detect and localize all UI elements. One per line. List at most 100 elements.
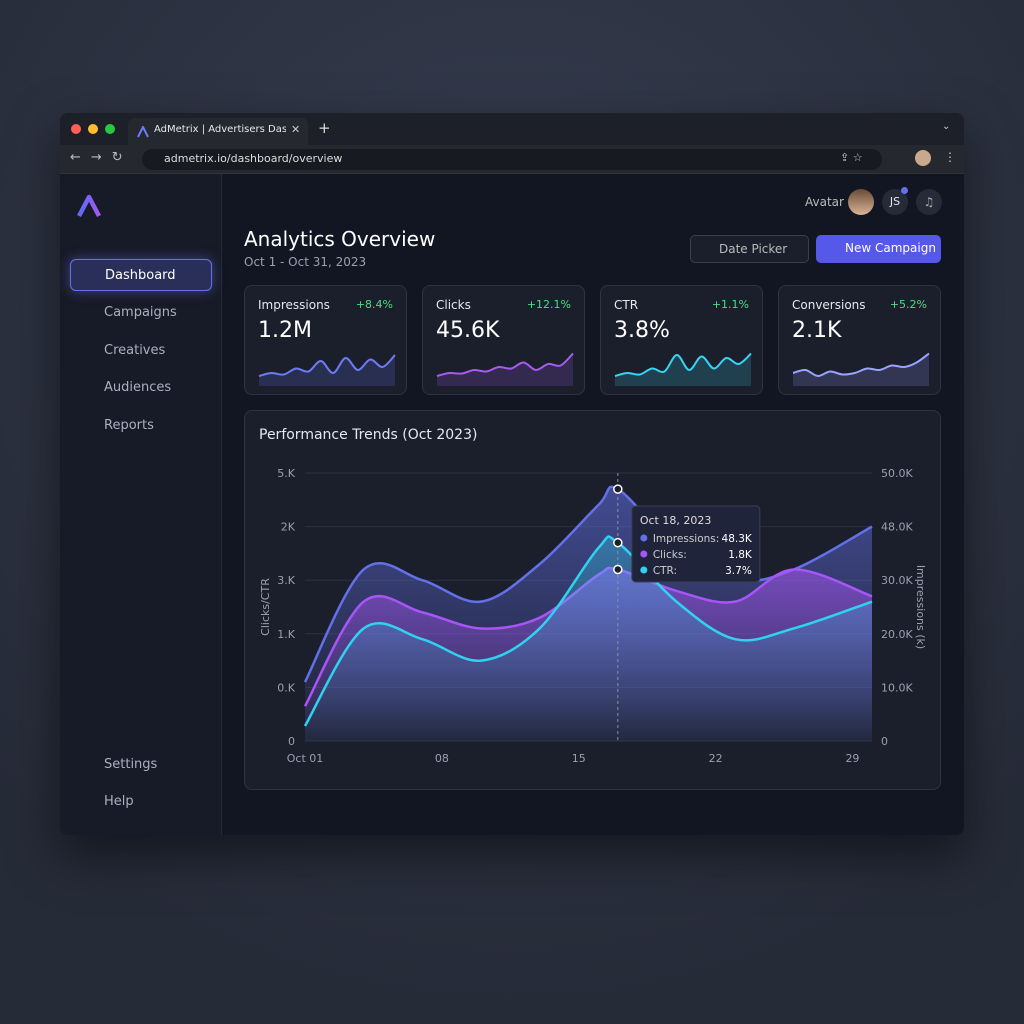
y-tick-label: 2K [281, 521, 296, 534]
hover-point [613, 537, 623, 548]
browser-window: AdMetrix | Advertisers Dashb ✕ + ⌄ ←→↻ a… [60, 113, 964, 835]
nav-item[interactable]: Campaigns [104, 305, 177, 320]
url: admetrix.io/dashboard/overview [164, 152, 343, 165]
toolbar-icons[interactable]: ⇪ ☆ [840, 151, 863, 164]
url-field[interactable]: admetrix.io/dashboard/overview [142, 149, 882, 170]
new-campaign-button[interactable]: New Campaign [816, 235, 941, 263]
x-tick-label: 08 [435, 752, 449, 765]
y2-axis-label: Impressions (k) [914, 565, 927, 649]
kpi-change: +12.1% [526, 298, 571, 311]
kpi-change: +1.1% [711, 298, 749, 311]
sparkline [258, 354, 396, 386]
y-axis-label: Clicks/CTR [259, 578, 272, 636]
kpi-change: +5.2% [889, 298, 927, 311]
x-tick-label: 15 [572, 752, 586, 765]
x-tick-label: 29 [845, 752, 859, 765]
tooltip-label: Impressions: [653, 533, 719, 545]
tab[interactable]: AdMetrix | Advertisers Dashb ✕ [128, 118, 308, 145]
tooltip-value: 48.3K [722, 533, 753, 545]
kpi-value: 45.6K [436, 318, 500, 343]
nav-buttons[interactable]: ←→↻ [70, 150, 133, 165]
sparkline [436, 352, 574, 386]
badge [901, 187, 908, 194]
y-tick-label: 1.K [277, 628, 295, 641]
sparkline-area [793, 353, 929, 386]
chart: Performance Trends (Oct 2023) 0 0.K 1.K 3.K 2… [259, 427, 927, 765]
kpi-card: Clicks +12.1% 45.6K [422, 285, 585, 395]
sparkline-line [614, 352, 752, 377]
series-line [303, 535, 873, 727]
y2-tick-label: 20.0K [881, 628, 913, 641]
new-tab[interactable]: + [318, 119, 331, 137]
nav-item[interactable]: Dashboard [70, 259, 212, 291]
kpi-name: Conversions [792, 298, 866, 312]
tooltip-label: Clicks: [653, 549, 687, 561]
menu[interactable]: ⋮ [944, 150, 956, 164]
nav-item[interactable]: Settings [104, 756, 158, 772]
kpi-name: Impressions [258, 298, 330, 312]
window-controls [71, 124, 115, 134]
tab-bar: AdMetrix | Advertisers Dashb ✕ + ⌄ [60, 113, 964, 145]
date-picker[interactable]: Date Picker [690, 235, 809, 263]
y2-tick-label: 30.0K [881, 574, 913, 587]
hover-point [613, 564, 623, 575]
logo [77, 194, 101, 218]
kpi-name: CTR [614, 298, 639, 312]
tab-icon [137, 126, 149, 138]
tooltip-label: CTR: [653, 565, 677, 577]
hover-point [613, 484, 623, 494]
sparkline-line [792, 352, 930, 377]
y2-tick-label: 50.0K [881, 467, 913, 480]
y2-tick-label: 48.0K [881, 521, 913, 534]
tooltip-swatch [640, 534, 648, 542]
chart-title: Performance Trends (Oct 2023) [259, 427, 477, 443]
sparkline-line [436, 352, 574, 377]
x-tick-label: Oct 01 [287, 752, 324, 765]
tab-menu[interactable]: ⌄ [942, 121, 951, 132]
series-area [305, 536, 872, 741]
y-tick-label: 3.K [277, 574, 295, 587]
tooltip-swatch [640, 566, 648, 574]
y-tick-label: 0 [288, 735, 295, 748]
nav-item[interactable]: Help [104, 794, 134, 809]
tooltip [631, 505, 761, 583]
kpi-value: 3.8% [614, 318, 670, 343]
tab-title: AdMetrix | Advertisers Dashb [154, 124, 286, 135]
kpi-card: Impressions +8.4% 1.2M [244, 285, 407, 395]
date-range: Oct 1 - Oct 31, 2023 [244, 255, 367, 269]
kpi-card: CTR +1.1% 3.8% [600, 285, 763, 395]
y-tick-label: 0.K [277, 681, 295, 694]
nav-item[interactable]: Audiences [104, 380, 172, 395]
page-title: Analytics Overview [244, 227, 436, 251]
notifications[interactable]: ♫ [916, 189, 942, 215]
y-tick-label: 5.K [277, 467, 295, 480]
sparkline-area [615, 353, 751, 386]
kpi-value: 2.1K [792, 318, 842, 343]
sparkline-area [259, 355, 395, 386]
kpi-change: +8.4% [355, 298, 393, 311]
tooltip-value: 1.8K [728, 549, 753, 561]
nav-item[interactable]: Reports [104, 417, 154, 433]
avatar[interactable] [848, 189, 874, 215]
y2-tick-label: 10.0K [881, 681, 913, 694]
sidebar: Dashboard Campaigns Creatives Audiences Repo… [60, 174, 222, 835]
profile[interactable] [915, 150, 931, 166]
address-bar: ←→↻ admetrix.io/dashboard/overview ⇪ ☆ ⋮ [60, 145, 964, 174]
avatar-label: Avatar [805, 195, 844, 209]
sparkline [614, 352, 752, 386]
kpi-card: Conversions +5.2% 2.1K [778, 285, 941, 395]
y2-tick-label: 0 [881, 735, 888, 748]
tooltip-date: Oct 18, 2023 [640, 514, 712, 527]
tab-close[interactable]: ✕ [291, 123, 301, 136]
kpi-value: 1.2M [258, 318, 312, 343]
x-tick-label: 22 [709, 752, 723, 765]
sparkline-line [258, 354, 396, 377]
sparkline [792, 352, 930, 386]
tooltip-swatch [640, 550, 648, 558]
nav-item[interactable]: Creatives [104, 342, 166, 358]
chart-card: Performance Trends (Oct 2023) 0 0.K 1.K 3.K 2… [244, 410, 941, 790]
tooltip-value: 3.7% [725, 565, 752, 577]
kpi-name: Clicks [436, 298, 471, 312]
sparkline-area [437, 353, 573, 386]
